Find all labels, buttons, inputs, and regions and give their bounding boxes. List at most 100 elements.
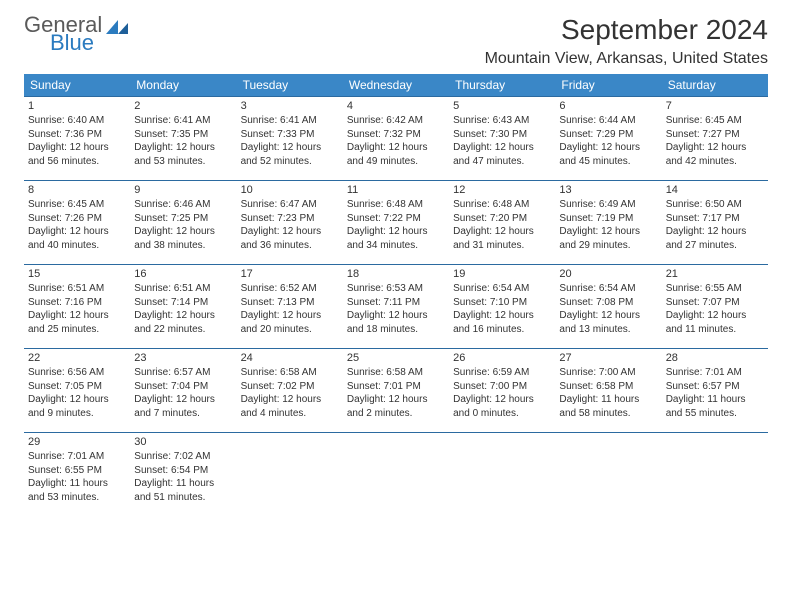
calendar-cell: 4Sunrise: 6:42 AMSunset: 7:32 PMDaylight… [343, 97, 449, 181]
sunset-text: Sunset: 6:58 PM [559, 380, 657, 394]
sunrise-text: Sunrise: 6:59 AM [453, 366, 551, 380]
calendar-cell: 12Sunrise: 6:48 AMSunset: 7:20 PMDayligh… [449, 181, 555, 265]
sunrise-text: Sunrise: 6:46 AM [134, 198, 232, 212]
calendar-cell [555, 433, 661, 517]
daylight-text-2: and 0 minutes. [453, 407, 551, 421]
calendar-cell: 21Sunrise: 6:55 AMSunset: 7:07 PMDayligh… [662, 265, 768, 349]
calendar-cell: 8Sunrise: 6:45 AMSunset: 7:26 PMDaylight… [24, 181, 130, 265]
daylight-text-1: Daylight: 12 hours [347, 225, 445, 239]
day-number: 15 [28, 268, 126, 280]
sunset-text: Sunset: 6:54 PM [134, 464, 232, 478]
day-number: 14 [666, 184, 764, 196]
sunrise-text: Sunrise: 6:45 AM [28, 198, 126, 212]
sunset-text: Sunset: 6:57 PM [666, 380, 764, 394]
sunrise-text: Sunrise: 6:53 AM [347, 282, 445, 296]
daylight-text-1: Daylight: 12 hours [134, 393, 232, 407]
daylight-text-1: Daylight: 11 hours [28, 477, 126, 491]
day-number: 27 [559, 352, 657, 364]
weekday-header: Sunday [24, 74, 130, 97]
sunset-text: Sunset: 6:55 PM [28, 464, 126, 478]
daylight-text-1: Daylight: 12 hours [241, 309, 339, 323]
calendar-row: 1Sunrise: 6:40 AMSunset: 7:36 PMDaylight… [24, 97, 768, 181]
day-number: 30 [134, 436, 232, 448]
calendar-cell: 19Sunrise: 6:54 AMSunset: 7:10 PMDayligh… [449, 265, 555, 349]
daylight-text-2: and 45 minutes. [559, 155, 657, 169]
sunrise-text: Sunrise: 6:55 AM [666, 282, 764, 296]
daylight-text-1: Daylight: 12 hours [241, 393, 339, 407]
daylight-text-2: and 38 minutes. [134, 239, 232, 253]
sunrise-text: Sunrise: 6:41 AM [134, 114, 232, 128]
daylight-text-2: and 34 minutes. [347, 239, 445, 253]
day-number: 29 [28, 436, 126, 448]
calendar-cell: 23Sunrise: 6:57 AMSunset: 7:04 PMDayligh… [130, 349, 236, 433]
calendar-cell: 3Sunrise: 6:41 AMSunset: 7:33 PMDaylight… [237, 97, 343, 181]
day-number: 28 [666, 352, 764, 364]
daylight-text-1: Daylight: 12 hours [666, 141, 764, 155]
day-number: 21 [666, 268, 764, 280]
daylight-text-2: and 29 minutes. [559, 239, 657, 253]
daylight-text-2: and 53 minutes. [28, 491, 126, 505]
daylight-text-2: and 49 minutes. [347, 155, 445, 169]
sunset-text: Sunset: 7:05 PM [28, 380, 126, 394]
daylight-text-1: Daylight: 12 hours [134, 141, 232, 155]
calendar-cell: 6Sunrise: 6:44 AMSunset: 7:29 PMDaylight… [555, 97, 661, 181]
sunset-text: Sunset: 7:26 PM [28, 212, 126, 226]
calendar-cell: 17Sunrise: 6:52 AMSunset: 7:13 PMDayligh… [237, 265, 343, 349]
calendar-cell: 10Sunrise: 6:47 AMSunset: 7:23 PMDayligh… [237, 181, 343, 265]
day-number: 17 [241, 268, 339, 280]
daylight-text-1: Daylight: 12 hours [241, 225, 339, 239]
month-title: September 2024 [485, 14, 768, 46]
calendar-cell: 20Sunrise: 6:54 AMSunset: 7:08 PMDayligh… [555, 265, 661, 349]
daylight-text-2: and 16 minutes. [453, 323, 551, 337]
sunrise-text: Sunrise: 6:42 AM [347, 114, 445, 128]
day-number: 23 [134, 352, 232, 364]
sunrise-text: Sunrise: 6:52 AM [241, 282, 339, 296]
daylight-text-1: Daylight: 12 hours [559, 141, 657, 155]
logo-mark-icon [106, 18, 128, 34]
day-number: 8 [28, 184, 126, 196]
daylight-text-1: Daylight: 12 hours [666, 225, 764, 239]
sunrise-text: Sunrise: 7:02 AM [134, 450, 232, 464]
sunset-text: Sunset: 7:16 PM [28, 296, 126, 310]
day-number: 16 [134, 268, 232, 280]
sunset-text: Sunset: 7:35 PM [134, 128, 232, 142]
calendar-cell [449, 433, 555, 517]
weekday-header: Wednesday [343, 74, 449, 97]
calendar-row: 15 Sunrise: 6:51 AMSunset: 7:16 PM Dayligh… [24, 265, 768, 349]
day-number: 6 [559, 100, 657, 112]
daylight-text-1: Daylight: 12 hours [28, 393, 126, 407]
daylight-text-2: and 51 minutes. [134, 491, 232, 505]
sunset-text: Sunset: 7:32 PM [347, 128, 445, 142]
sunrise-text: Sunrise: 6:56 AM [28, 366, 126, 380]
sunset-text: Sunset: 7:22 PM [347, 212, 445, 226]
sunrise-text: Sunrise: 6:51 AM [28, 282, 126, 296]
calendar-cell: 29Sunrise: 7:01 AMSunset: 6:55 PMDayligh… [24, 433, 130, 517]
day-number: 4 [347, 100, 445, 112]
sunrise-text: Sunrise: 6:45 AM [666, 114, 764, 128]
sunset-text: Sunset: 7:11 PM [347, 296, 445, 310]
sunset-text: Sunset: 7:36 PM [28, 128, 126, 142]
sunrise-text: Sunrise: 6:49 AM [559, 198, 657, 212]
daylight-text-1: Daylight: 11 hours [666, 393, 764, 407]
day-number: 1 [28, 100, 126, 112]
calendar-cell: 11Sunrise: 6:48 AMSunset: 7:22 PMDayligh… [343, 181, 449, 265]
daylight-text-1: Daylight: 12 hours [347, 309, 445, 323]
sunset-text: Sunset: 7:07 PM [666, 296, 764, 310]
calendar-cell: 5Sunrise: 6:43 AMSunset: 7:30 PMDaylight… [449, 97, 555, 181]
calendar-cell [343, 433, 449, 517]
day-number: 11 [347, 184, 445, 196]
daylight-text-2: and 42 minutes. [666, 155, 764, 169]
sunrise-text: Sunrise: 6:47 AM [241, 198, 339, 212]
calendar-cell: 1Sunrise: 6:40 AMSunset: 7:36 PMDaylight… [24, 97, 130, 181]
calendar-cell: 22Sunrise: 6:56 AMSunset: 7:05 PMDayligh… [24, 349, 130, 433]
daylight-text-2: and 22 minutes. [134, 323, 232, 337]
calendar-cell: 24Sunrise: 6:58 AMSunset: 7:02 PMDayligh… [237, 349, 343, 433]
sunset-text: Sunset: 7:30 PM [453, 128, 551, 142]
weekday-header: Tuesday [237, 74, 343, 97]
day-number: 25 [347, 352, 445, 364]
daylight-text-2: and 36 minutes. [241, 239, 339, 253]
calendar-table: Sunday Monday Tuesday Wednesday Thursday… [24, 74, 768, 517]
sunrise-text: Sunrise: 6:58 AM [347, 366, 445, 380]
daylight-text-2: and 56 minutes. [28, 155, 126, 169]
weekday-header: Thursday [449, 74, 555, 97]
